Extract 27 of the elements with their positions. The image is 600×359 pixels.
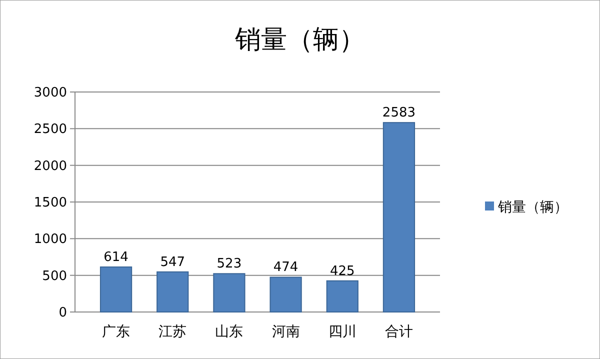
data-label: 2583 (382, 106, 416, 121)
x-tick-label: 合计 (384, 324, 413, 340)
bar (326, 280, 358, 312)
y-tick-label: 2000 (34, 158, 67, 174)
data-label: 523 (216, 256, 242, 272)
data-label: 614 (104, 250, 128, 265)
x-tick-label: 广东 (102, 324, 130, 340)
y-tick-label: 1000 (34, 232, 67, 248)
data-label: 547 (160, 254, 186, 270)
x-tick-label: 江苏 (158, 324, 187, 340)
y-tick-label: 3000 (34, 86, 67, 101)
legend-label: 销量（辆） (497, 199, 568, 216)
x-tick-label: 河南 (272, 324, 300, 340)
y-tick-label: 0 (58, 306, 67, 321)
chart-title: 销量（辆） (234, 25, 365, 55)
x-tick-label: 山东 (215, 324, 244, 340)
data-label: 474 (273, 260, 298, 276)
data-label: 425 (330, 264, 355, 279)
bar (156, 271, 189, 312)
bar (382, 122, 416, 312)
bar (100, 266, 132, 312)
bar (213, 273, 246, 312)
bar (270, 276, 302, 312)
y-tick-label: 500 (42, 268, 67, 284)
x-tick-label: 四川 (328, 324, 356, 340)
y-tick-label: 2500 (34, 122, 67, 138)
y-tick-label: 1500 (34, 196, 67, 211)
